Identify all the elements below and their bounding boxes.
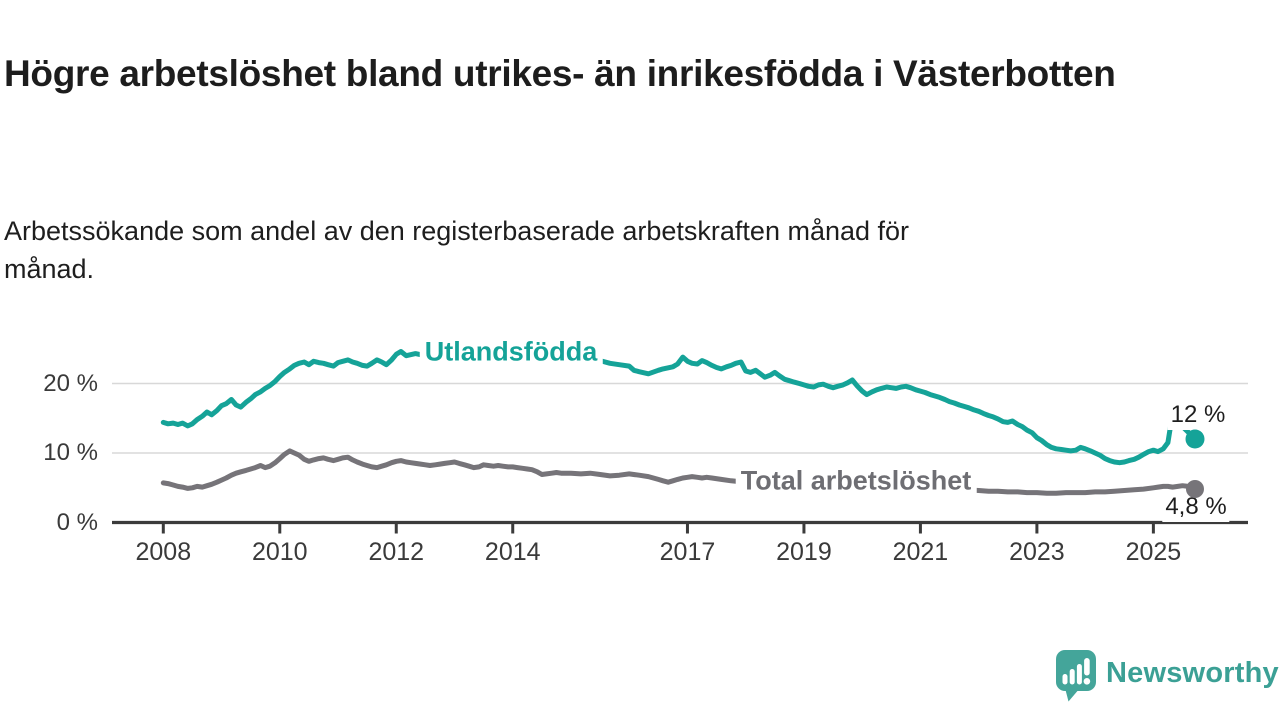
x-axis-tick-label: 2017 [659, 538, 716, 566]
x-axis-tick-label: 2008 [135, 538, 192, 566]
chart-subtitle: Arbetssökande som andel av den registerb… [4, 216, 910, 285]
x-axis-tick-label: 2025 [1125, 538, 1182, 566]
newsworthy-logo-text: Newsworthy [1106, 657, 1279, 689]
y-axis-tick-label: 10 % [43, 439, 98, 466]
x-axis-tick-label: 2023 [1009, 538, 1065, 566]
end-value-label-utlandsfodda: 12 % [1167, 400, 1229, 430]
page-title: Högre arbetslöshet bland utrikes- än inr… [4, 52, 1116, 94]
newsworthy-logo[interactable]: Newsworthy [1056, 650, 1279, 702]
newsworthy-logo-icon [1056, 650, 1096, 702]
series-endpoint-marker-total [1186, 480, 1205, 499]
series-label-total-arbetsloshet: Total arbetslöshet [735, 464, 977, 498]
x-axis-tick-label: 2014 [484, 538, 541, 566]
series-endpoint-marker-utlandsfodda [1185, 429, 1205, 449]
x-axis-tick-label: 2021 [892, 538, 949, 566]
series-label-utlandsfodda: Utlandsfödda [419, 335, 603, 369]
x-axis-tick-label: 2019 [776, 538, 832, 566]
y-axis-tick-label: 0 % [56, 508, 98, 536]
x-axis-tick-label: 2010 [251, 538, 308, 566]
y-axis-tick-label: 20 % [43, 369, 98, 397]
x-axis-tick-label: 2012 [368, 538, 425, 566]
